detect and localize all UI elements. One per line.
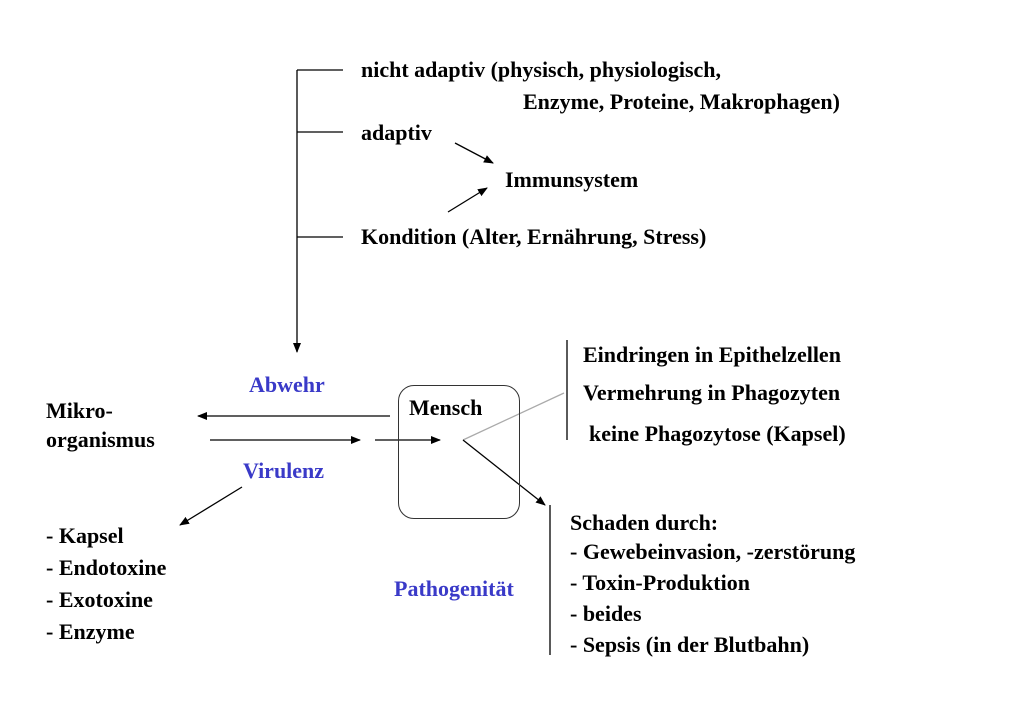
pathogenicity-label: Pathogenität: [394, 576, 514, 601]
immune-system-label: Immunsystem: [505, 167, 639, 192]
list-item: Vermehrung in Phagozyten: [583, 380, 841, 405]
list-item: - Sepsis (in der Blutbahn): [570, 632, 810, 657]
arrow-to-virulence-factors: [179, 486, 243, 526]
non-adaptive-line-2: Enzyme, Proteine, Makrophagen): [523, 89, 840, 114]
non-adaptive-line-1: nicht adaptiv (physisch, physiologisch,: [361, 57, 722, 82]
list-item: - Exotoxine: [46, 587, 153, 612]
adaptive-label: adaptiv: [361, 120, 432, 145]
microorganism-line-1: Mikro-: [46, 398, 113, 423]
list-item: - Endotoxine: [46, 555, 167, 580]
list-item: keine Phagozytose (Kapsel): [589, 421, 846, 446]
list-item: - Toxin-Produktion: [570, 570, 750, 595]
branch-to-invasion: [462, 392, 565, 441]
list-item: - Enzyme: [46, 619, 135, 644]
list-item: - beides: [570, 601, 642, 626]
host-label: Mensch: [409, 395, 483, 420]
virulence-label: Virulenz: [243, 458, 325, 483]
host-box: [398, 385, 520, 519]
microorganism-line-2: organismus: [46, 427, 155, 452]
list-item: - Kapsel: [46, 523, 124, 548]
damage-heading: Schaden durch:: [570, 510, 719, 535]
arrow-adaptive-to-immune: [454, 142, 494, 164]
defense-label: Abwehr: [249, 372, 325, 397]
list-item: - Gewebeinvasion, -zerstörung: [570, 539, 856, 564]
arrow-condition-to-immune: [447, 187, 488, 213]
condition-label: Kondition (Alter, Ernährung, Stress): [361, 224, 707, 249]
arrow-to-damage: [462, 439, 546, 506]
list-item: Eindringen in Epithelzellen: [583, 342, 841, 367]
